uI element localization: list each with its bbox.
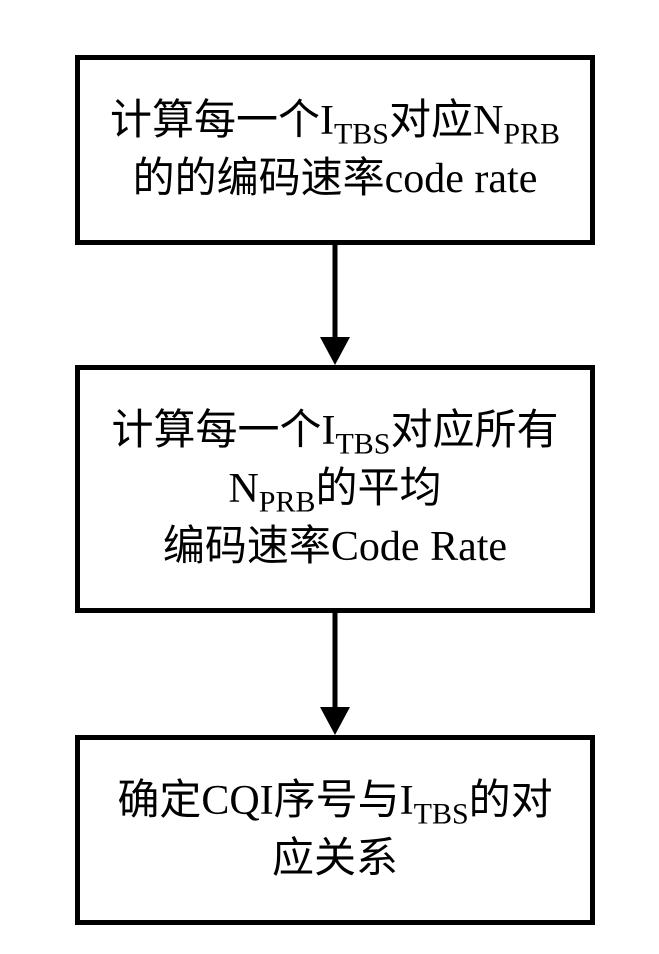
flowchart-arrow-n1-n2 <box>318 245 352 365</box>
flowchart-node-label: 计算每一个ITBS对应所有NPRB的平均编码速率Code Rate <box>111 405 558 573</box>
flowchart-canvas: 计算每一个ITBS对应NPRB的的编码速率code rate 计算每一个ITBS对… <box>0 0 659 954</box>
flowchart-node-label: 确定CQI序号与ITBS的对应关系 <box>117 775 552 885</box>
flowchart-node-n3: 确定CQI序号与ITBS的对应关系 <box>75 735 595 925</box>
flowchart-arrow-n2-n3 <box>318 613 352 735</box>
flowchart-node-n2: 计算每一个ITBS对应所有NPRB的平均编码速率Code Rate <box>75 365 595 613</box>
flowchart-node-n1: 计算每一个ITBS对应NPRB的的编码速率code rate <box>75 55 595 245</box>
flowchart-node-label: 计算每一个ITBS对应NPRB的的编码速率code rate <box>110 95 560 205</box>
